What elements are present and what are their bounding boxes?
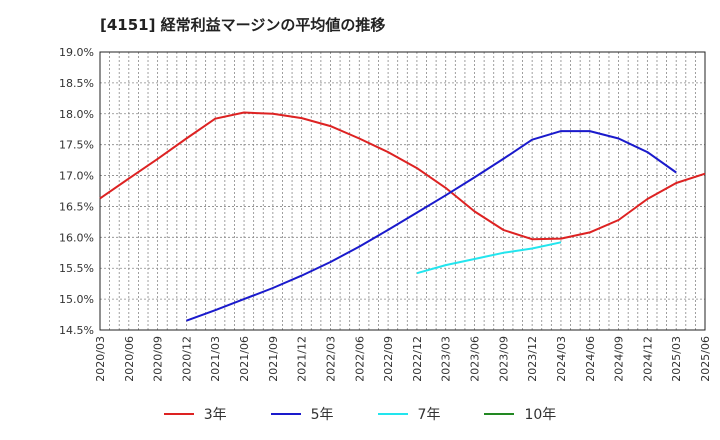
x-tick-label: 2022/03	[324, 336, 337, 382]
x-tick-label: 2022/09	[382, 336, 395, 382]
legend-label: 7年	[417, 407, 441, 423]
series-line-7年	[416, 241, 562, 275]
x-tick-label: 2021/12	[296, 336, 309, 382]
legend-swatch	[270, 413, 301, 415]
legend-item: 10年	[484, 404, 556, 424]
legend-swatch	[484, 413, 515, 415]
plot-frame	[99, 51, 706, 331]
x-tick-label: 2023/09	[497, 336, 510, 382]
x-tick-label: 2025/03	[670, 336, 683, 382]
x-tick-label: 2021/06	[238, 336, 251, 382]
legend-swatch	[163, 413, 194, 415]
x-tick-label: 2020/06	[123, 336, 136, 382]
y-tick-label: 17.0%	[59, 170, 94, 183]
x-tick-label: 2020/03	[94, 336, 107, 382]
legend-item: 5年	[270, 404, 334, 424]
chart-title: [4151] 経常利益マージンの平均値の推移	[100, 16, 386, 34]
x-tick-label: 2022/06	[353, 336, 366, 382]
y-tick-label: 15.5%	[59, 262, 94, 275]
series-line-5年	[186, 130, 677, 322]
y-tick-label: 18.5%	[59, 77, 94, 90]
x-tick-label: 2025/06	[699, 336, 712, 382]
legend-item: 7年	[377, 404, 441, 424]
x-tick-label: 2024/06	[584, 336, 597, 382]
x-tick-label: 2023/12	[526, 336, 539, 382]
series-line-3年	[99, 111, 706, 241]
legend-item: 3年	[163, 404, 227, 424]
y-tick-label: 14.5%	[59, 324, 94, 337]
series-layer	[99, 111, 706, 322]
y-tick-label: 17.5%	[59, 139, 94, 152]
x-tick-label: 2023/06	[469, 336, 482, 382]
x-tick-label: 2020/12	[180, 336, 193, 382]
x-tick-label: 2024/03	[555, 336, 568, 382]
x-tick-label: 2020/09	[152, 336, 165, 382]
grid-layer	[100, 51, 705, 331]
legend-label: 10年	[524, 407, 557, 423]
legend-label: 5年	[310, 407, 334, 423]
x-tick-label: 2021/03	[209, 336, 222, 382]
axis-layer: 19.0% 18.5% 18.0% 17.5% 17.0% 16.5% 16.0% 15.5%…	[59, 46, 712, 382]
x-tick-label: 2024/09	[613, 336, 626, 382]
x-tick-label: 2023/03	[440, 336, 453, 382]
x-tick-label: 2021/09	[267, 336, 280, 382]
legend-swatch	[377, 413, 408, 415]
legend: 3年 5年 7年 10年	[0, 404, 720, 424]
legend-label: 3年	[203, 407, 227, 423]
y-tick-label: 15.0%	[59, 293, 94, 306]
y-tick-label: 16.0%	[59, 231, 94, 244]
x-tick-label: 2024/12	[641, 336, 654, 382]
y-tick-label: 18.0%	[59, 108, 94, 121]
x-tick-label: 2022/12	[411, 336, 424, 382]
y-tick-label: 16.5%	[59, 200, 94, 213]
y-tick-label: 19.0%	[59, 46, 94, 59]
